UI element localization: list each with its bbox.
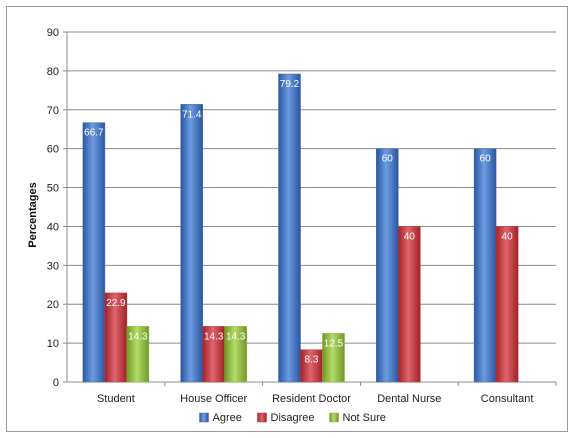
legend-swatch [257,412,267,423]
bars [82,73,519,383]
bar-agree [278,73,301,383]
data-label: 60 [382,154,394,165]
bar-not-sure [322,333,345,383]
x-category-label: Student [97,393,135,405]
x-category-label: House Officer [180,393,247,405]
data-label: 22.9 [106,298,126,309]
y-tick-label: 40 [47,221,59,233]
legend-swatch [329,412,339,423]
data-label: 14.3 [226,331,246,342]
data-label: 66.7 [84,128,104,139]
bar-not-sure [224,326,247,383]
data-label: 60 [480,154,492,165]
bar-not-sure [126,326,150,383]
legend-label: Disagree [271,412,315,424]
legend-label: Agree [213,412,242,424]
legend: Agree Disagree Not Sure [199,412,386,424]
bar-agree [376,148,399,383]
y-tick-label: 80 [47,66,59,78]
data-label: 40 [502,231,514,242]
data-label: 14.3 [128,331,148,342]
y-tick-label: 60 [47,144,59,156]
data-label: 79.2 [280,79,300,90]
x-category-label: Dental Nurse [377,393,441,405]
y-tick-label: 10 [47,338,59,350]
data-label: 71.4 [182,109,202,120]
bar-agree [82,122,106,383]
x-category-label: Consultant [481,393,534,405]
bar-agree [473,148,497,383]
data-label: 40 [404,231,416,242]
legend-swatch [199,412,209,423]
y-tick-label: 50 [47,183,59,195]
bar-agree [180,104,203,383]
y-tick-label: 0 [53,377,59,389]
data-labels: 66.722.914.371.414.3 14.379.28.312.560406… [84,79,513,366]
y-tick-label: 90 [47,27,59,39]
y-tick-label: 20 [47,299,59,311]
x-category-label: Resident Doctor [272,393,351,405]
y-tick-label: 70 [47,105,59,117]
data-label: 14.3 [204,331,224,342]
axes: 0 10 20 30 40 50 60 70 80 90 Student House Officer R… [47,27,557,405]
bar-disagree [495,226,519,383]
bar-disagree [398,226,421,383]
y-tick-label: 30 [47,260,59,272]
y-axis-title: Percentages [27,182,39,247]
data-label: 8.3 [305,355,319,366]
legend-label: Not Sure [343,412,386,424]
data-label: 12.5 [324,338,344,349]
